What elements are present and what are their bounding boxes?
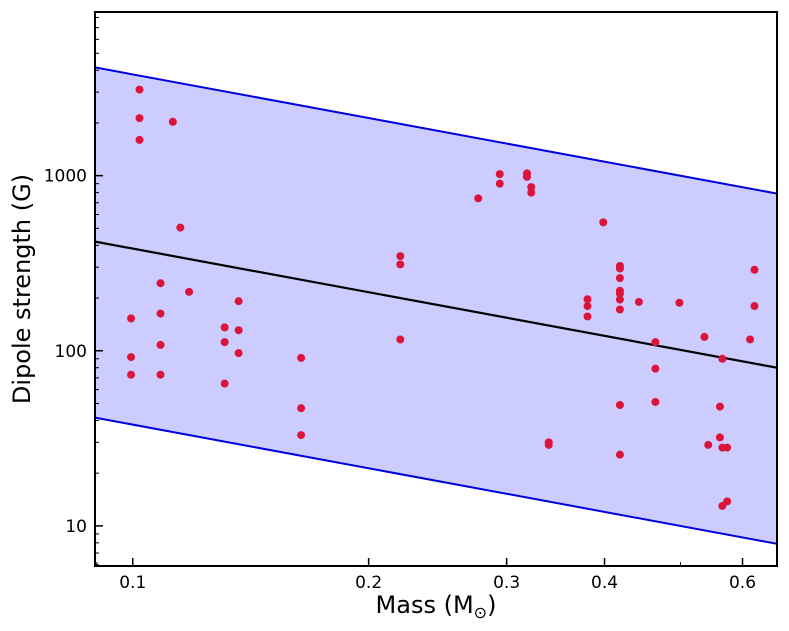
data-point bbox=[220, 338, 229, 347]
data-point bbox=[750, 265, 759, 274]
y-tick-label: 10 bbox=[65, 517, 87, 537]
x-axis-title-close: ) bbox=[487, 591, 496, 619]
data-point bbox=[396, 335, 405, 344]
data-point bbox=[474, 194, 483, 203]
x-axis-title-subscript: ⊙ bbox=[474, 603, 487, 622]
plot-area: 10 100 1000 0.1 0.2 0.3 0.4 0.6 bbox=[44, 11, 778, 593]
data-point bbox=[615, 450, 624, 459]
data-point bbox=[127, 314, 136, 323]
data-point bbox=[723, 443, 732, 452]
data-point bbox=[156, 279, 165, 288]
data-point bbox=[615, 264, 624, 273]
data-point bbox=[675, 298, 684, 307]
x-tick-label: 0.2 bbox=[355, 573, 382, 593]
data-point bbox=[615, 401, 624, 410]
data-point bbox=[234, 326, 243, 335]
data-point bbox=[135, 114, 144, 123]
data-point bbox=[634, 297, 643, 306]
x-tick-label: 0.6 bbox=[729, 573, 756, 593]
data-point bbox=[234, 297, 243, 306]
data-point bbox=[583, 295, 592, 304]
x-tick-label: 0.1 bbox=[119, 573, 146, 593]
fit-line bbox=[94, 240, 778, 369]
data-point bbox=[583, 302, 592, 311]
data-point bbox=[615, 295, 624, 304]
data-point bbox=[396, 260, 405, 269]
data-point bbox=[651, 338, 660, 347]
data-point bbox=[718, 354, 727, 363]
data-point bbox=[704, 440, 713, 449]
data-point bbox=[135, 135, 144, 144]
data-point bbox=[156, 340, 165, 349]
data-point bbox=[234, 349, 243, 358]
data-point bbox=[700, 332, 709, 341]
data-point bbox=[615, 289, 624, 298]
data-point bbox=[297, 404, 306, 413]
data-point bbox=[220, 323, 229, 332]
data-point bbox=[495, 179, 504, 188]
data-point bbox=[156, 309, 165, 318]
x-tick-label: 0.4 bbox=[591, 573, 618, 593]
data-point bbox=[583, 312, 592, 321]
data-point bbox=[527, 183, 536, 192]
data-point bbox=[715, 402, 724, 411]
y-tick-label: 1000 bbox=[44, 167, 87, 187]
data-point bbox=[599, 218, 608, 227]
data-point bbox=[651, 364, 660, 373]
data-point bbox=[495, 170, 504, 179]
y-axis-title: Dipole strength (G) bbox=[8, 174, 36, 404]
data-point bbox=[396, 252, 405, 261]
y-tick-label: 100 bbox=[55, 342, 87, 362]
data-point bbox=[527, 188, 536, 197]
data-point bbox=[544, 440, 553, 449]
x-tick-label: 0.3 bbox=[493, 573, 520, 593]
band-lower-edge bbox=[94, 416, 778, 545]
data-point bbox=[297, 353, 306, 362]
data-point bbox=[297, 431, 306, 440]
data-point bbox=[615, 274, 624, 283]
plot-frame bbox=[94, 11, 778, 567]
data-point bbox=[127, 370, 136, 379]
x-axis-title-main: Mass (M bbox=[376, 591, 474, 619]
band-upper-edge bbox=[94, 66, 778, 195]
data-point bbox=[615, 305, 624, 314]
data-point bbox=[156, 370, 165, 379]
data-point bbox=[127, 353, 136, 362]
data-point bbox=[746, 335, 755, 344]
data-point bbox=[651, 397, 660, 406]
data-point bbox=[185, 287, 194, 296]
data-point bbox=[522, 172, 531, 181]
data-point bbox=[220, 379, 229, 388]
x-axis-title: Mass (M⊙) bbox=[376, 591, 497, 622]
data-point bbox=[176, 223, 185, 232]
data-point bbox=[715, 433, 724, 442]
data-point bbox=[135, 85, 144, 94]
data-point bbox=[723, 497, 732, 506]
data-point bbox=[168, 117, 177, 126]
data-point bbox=[750, 302, 759, 311]
